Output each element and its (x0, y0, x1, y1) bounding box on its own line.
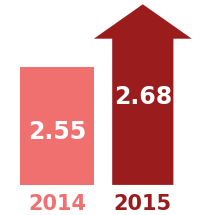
Bar (20, 67, 94, 185)
Text: 2015: 2015 (114, 194, 172, 214)
Text: 2014: 2014 (28, 194, 86, 214)
Polygon shape (94, 4, 192, 185)
Text: 2.55: 2.55 (28, 120, 86, 144)
Text: 2.68: 2.68 (114, 85, 172, 109)
